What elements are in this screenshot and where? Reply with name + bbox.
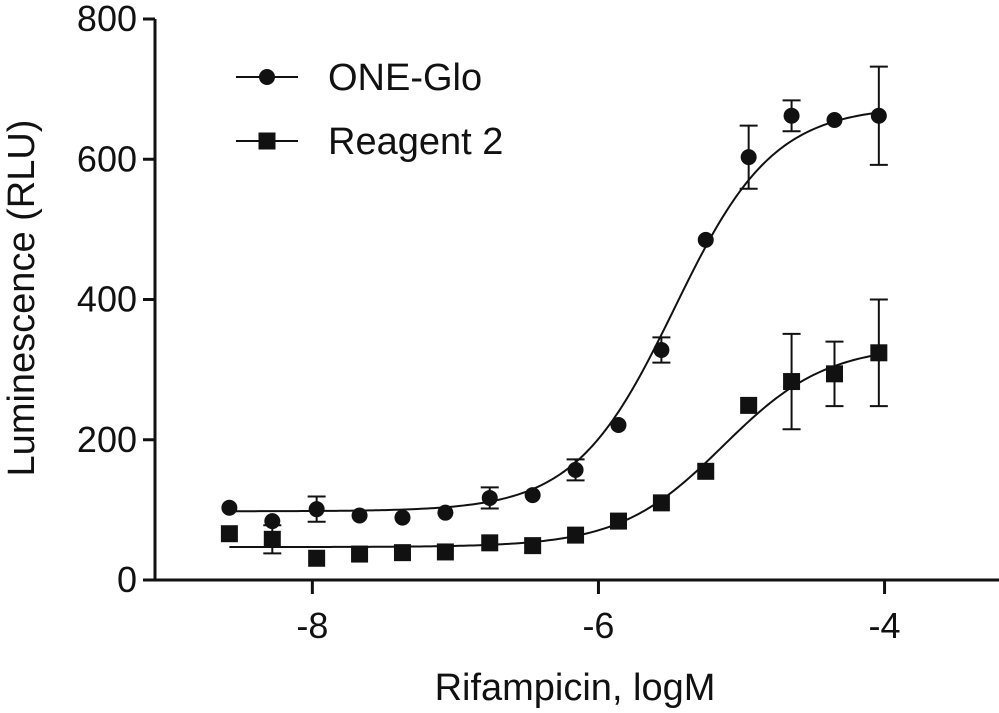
y-tick-label: 0: [117, 559, 137, 600]
legend-item: ONE-Glo: [236, 57, 482, 99]
y-axis-title: Luminescence (RLU): [1, 120, 43, 477]
data-point: [308, 501, 325, 518]
data-point: [610, 417, 627, 434]
legend: ONE-Glo Reagent 2: [236, 57, 503, 163]
y-tick-label: 800: [77, 0, 137, 39]
data-point: [567, 526, 585, 544]
legend-marker: [258, 132, 276, 150]
series-2: [220, 298, 888, 567]
data-point: [783, 107, 800, 124]
data-point: [524, 487, 541, 504]
x-tick-label: -4: [869, 605, 901, 646]
data-point: [481, 489, 498, 506]
data-point: [263, 530, 281, 548]
data-point: [308, 549, 326, 567]
data-point: [653, 341, 670, 358]
data-point: [437, 504, 454, 521]
x-axis-title: Rifampicin, logM: [435, 667, 716, 709]
data-point: [740, 149, 757, 166]
data-point: [783, 373, 801, 391]
data-point: [740, 396, 758, 414]
x-tick-label: -6: [582, 605, 614, 646]
data-point: [524, 537, 542, 555]
data-point: [436, 543, 454, 561]
data-point: [609, 512, 627, 530]
data-point: [567, 461, 584, 478]
series-1: [221, 65, 888, 530]
legend-label: Reagent 2: [328, 121, 503, 163]
data-point: [351, 545, 369, 563]
data-point: [351, 507, 368, 524]
x-tick-label: -8: [296, 605, 328, 646]
data-point: [220, 525, 238, 543]
plot-area: [220, 65, 888, 567]
y-tick-label: 600: [77, 138, 137, 179]
y-tick-label: 400: [77, 279, 137, 320]
data-point: [394, 509, 411, 526]
data-point: [221, 499, 238, 516]
data-point: [697, 231, 714, 248]
data-point: [825, 365, 843, 383]
axes: 0 200 400 600 800 -8 -6 -4: [77, 0, 999, 646]
y-tick-label: 200: [77, 419, 137, 460]
data-point: [870, 344, 888, 362]
data-point: [393, 544, 411, 562]
data-point: [697, 462, 715, 480]
legend-marker: [259, 69, 275, 85]
legend-label: ONE-Glo: [328, 57, 482, 99]
fit-curve: [229, 111, 879, 513]
data-point: [652, 494, 670, 512]
data-point: [826, 111, 843, 128]
legend-item: Reagent 2: [236, 121, 503, 163]
fit-curve: [229, 353, 880, 549]
data-point: [481, 534, 499, 552]
data-point: [870, 107, 887, 124]
